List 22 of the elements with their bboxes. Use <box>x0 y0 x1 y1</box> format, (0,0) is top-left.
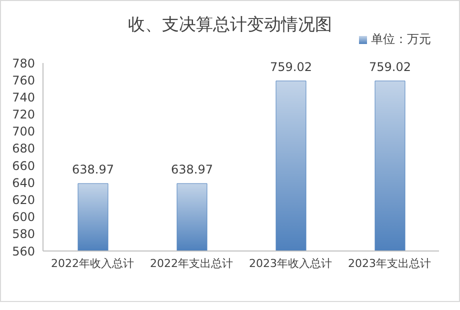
legend-label: 单位：万元 <box>371 32 431 46</box>
y-tick-label: 780 <box>12 56 35 70</box>
y-tick-label: 760 <box>12 73 35 88</box>
y-tick-label: 740 <box>12 90 35 104</box>
y-tick-label: 700 <box>12 124 35 139</box>
y-tick-label: 720 <box>12 108 35 122</box>
y-tick-label: 560 <box>12 244 35 258</box>
data-label: 759.02 <box>270 60 312 74</box>
x-tick-label: 2022年支出总计 <box>150 256 233 270</box>
data-label: 638.97 <box>72 162 114 177</box>
data-label: 638.97 <box>171 162 213 177</box>
data-label: 759.02 <box>369 60 411 74</box>
y-tick-label: 580 <box>12 227 35 242</box>
y-tick-label: 680 <box>12 142 35 156</box>
y-tick-label: 640 <box>12 176 35 190</box>
chart-title: 收、支决算总计变动情况图 <box>128 15 332 35</box>
x-tick-label: 2023年支出总计 <box>348 256 431 270</box>
x-tick-label: 2022年收入总计 <box>51 256 134 270</box>
y-tick-label: 660 <box>12 158 35 173</box>
y-tick-label: 620 <box>12 192 35 207</box>
y-tick-label: 600 <box>12 210 35 224</box>
x-tick-label: 2023年收入总计 <box>249 256 332 270</box>
